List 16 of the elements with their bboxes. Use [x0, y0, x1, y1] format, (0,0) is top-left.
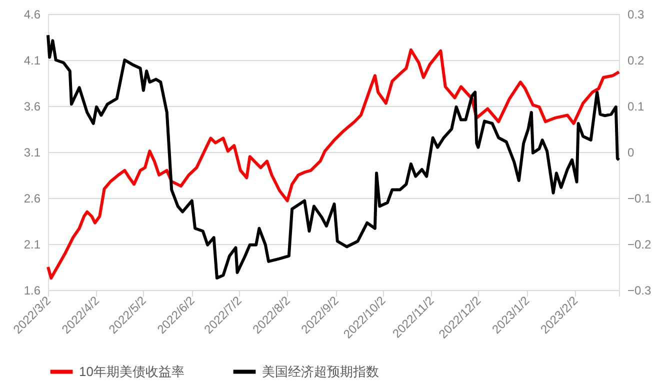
legend-label: 10年期美债收益率 — [79, 364, 184, 379]
y2-tick-label: −0.3 — [628, 284, 652, 298]
y2-tick-label: −0.2 — [628, 238, 652, 252]
y-tick-label: 4.1 — [24, 54, 41, 68]
y2-tick-label: 0 — [628, 146, 634, 160]
y-tick-label: 3.6 — [24, 100, 41, 114]
y-tick-label: 2.1 — [24, 238, 41, 252]
y-tick-label: 4.6 — [24, 8, 41, 22]
y2-tick-label: 0.2 — [628, 54, 645, 68]
y-tick-label: 3.1 — [24, 146, 41, 160]
y-tick-label: 1.6 — [24, 284, 41, 298]
y2-tick-label: 0.3 — [628, 8, 645, 22]
legend-label: 美国经济超预期指数 — [262, 364, 379, 379]
y-tick-label: 2.6 — [24, 192, 41, 206]
y2-tick-label: 0.1 — [628, 100, 645, 114]
y2-tick-label: −0.1 — [628, 192, 652, 206]
